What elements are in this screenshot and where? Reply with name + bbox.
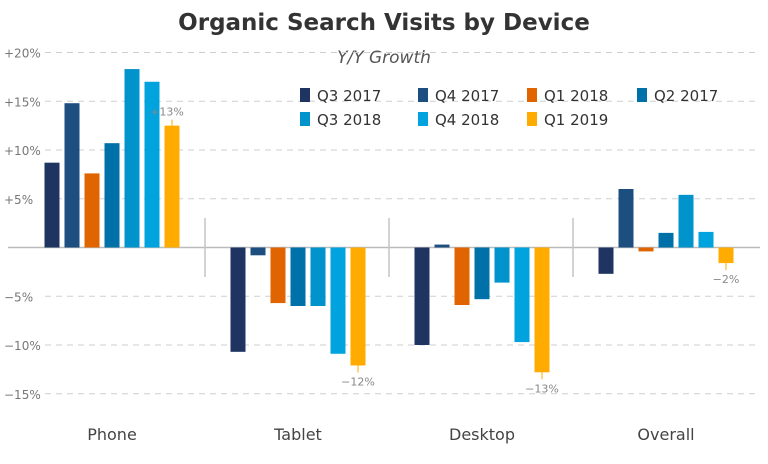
legend-item: Q1 2019 <box>527 111 608 129</box>
legend-swatch <box>300 112 310 126</box>
bar-phone-q4-2017 <box>64 103 80 248</box>
y-tick-label: +5% <box>4 193 33 207</box>
y-tick-label: −5% <box>4 290 33 304</box>
legend-swatch <box>637 88 647 102</box>
bar-overall-q1-2019 <box>718 247 734 264</box>
legend-item: Q4 2018 <box>418 111 499 129</box>
bar-tablet-q1-2019 <box>350 247 366 366</box>
bar-overall-q3-2018 <box>678 194 694 248</box>
bar-overall-q4-2018 <box>698 231 714 248</box>
legend-swatch <box>300 88 310 102</box>
bar-tablet-q3-2018 <box>310 247 326 306</box>
legend-label: Q4 2017 <box>435 87 499 105</box>
bar-overall-q1-2018 <box>638 247 654 252</box>
legend-label: Q1 2018 <box>544 87 608 105</box>
bar-overall-q2-2017 <box>658 232 674 248</box>
bar-phone-q3-2017 <box>44 162 60 248</box>
legend-item: Q3 2017 <box>300 87 381 105</box>
y-tick-label: +20% <box>4 47 41 61</box>
bar-phone-q4-2018 <box>144 81 160 248</box>
x-category-label: Phone <box>87 425 137 444</box>
legend-label: Q4 2018 <box>435 111 499 129</box>
y-tick-label: −10% <box>4 339 41 353</box>
y-tick-label: −15% <box>4 388 41 402</box>
legend-label: Q1 2019 <box>544 111 608 129</box>
legend-item: Q2 2017 <box>637 87 718 105</box>
bar-desktop-q4-2017 <box>434 244 450 248</box>
data-label: −12% <box>341 375 375 388</box>
bar-desktop-q2-2017 <box>474 247 490 300</box>
legend-item: Q1 2018 <box>527 87 608 105</box>
data-label: −2% <box>713 273 740 286</box>
bar-tablet-q3-2017 <box>230 247 246 352</box>
bar-phone-q2-2017 <box>104 143 120 248</box>
x-category-label: Desktop <box>449 425 515 444</box>
y-tick-label: +15% <box>4 95 41 109</box>
bar-desktop-q4-2018 <box>514 247 530 343</box>
legend-label: Q3 2017 <box>317 87 381 105</box>
bar-tablet-q1-2018 <box>270 247 286 304</box>
legend-swatch <box>527 112 537 126</box>
bar-desktop-q1-2018 <box>454 247 470 306</box>
bar-desktop-q1-2019 <box>534 247 550 373</box>
bar-phone-q3-2018 <box>124 69 140 248</box>
bar-phone-q1-2019 <box>164 125 180 248</box>
legend-swatch <box>418 112 428 126</box>
data-label: −13% <box>525 382 559 395</box>
bar-overall-q4-2017 <box>618 189 634 248</box>
bar-tablet-q2-2017 <box>290 247 306 306</box>
chart-subtitle: Y/Y Growth <box>337 48 431 68</box>
bar-tablet-q4-2018 <box>330 247 346 354</box>
bar-desktop-q3-2017 <box>414 247 430 345</box>
legend-item: Q3 2018 <box>300 111 381 129</box>
legend-label: Q3 2018 <box>317 111 381 129</box>
chart-title: Organic Search Visits by Device <box>178 10 590 36</box>
bar-tablet-q4-2017 <box>250 247 266 256</box>
legend-swatch <box>527 88 537 102</box>
legend-label: Q2 2017 <box>654 87 718 105</box>
data-label: +13% <box>150 106 184 119</box>
y-tick-label: +10% <box>4 144 41 158</box>
bar-desktop-q3-2018 <box>494 247 510 283</box>
x-category-label: Tablet <box>273 425 322 444</box>
legend-swatch <box>418 88 428 102</box>
legend-item: Q4 2017 <box>418 87 499 105</box>
x-category-label: Overall <box>637 425 694 444</box>
bar-phone-q1-2018 <box>84 173 100 248</box>
bar-overall-q3-2017 <box>598 247 614 274</box>
